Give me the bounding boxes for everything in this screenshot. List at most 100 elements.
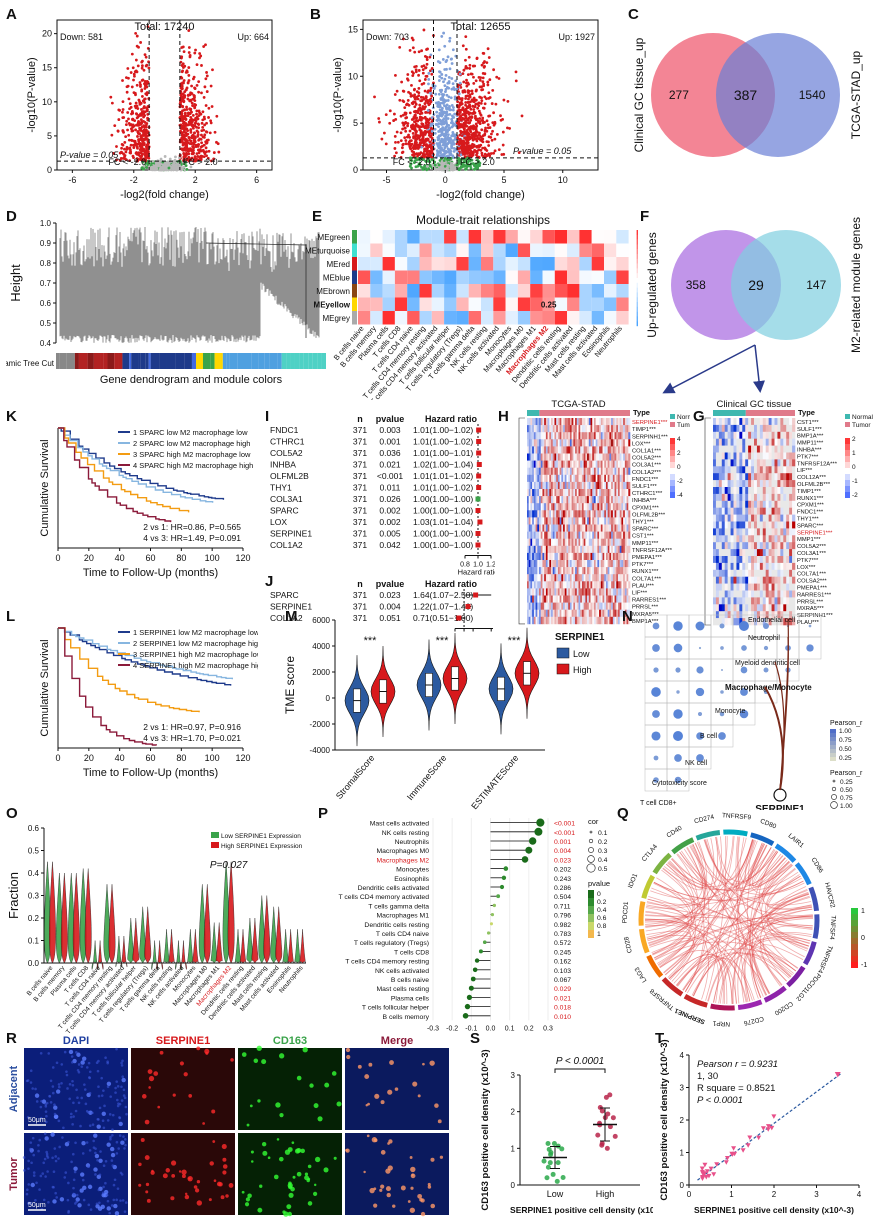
data-point — [445, 123, 449, 127]
data-point — [442, 98, 446, 102]
heatmap-cell — [540, 439, 543, 447]
data-point — [418, 158, 422, 162]
data-point — [142, 110, 146, 113]
heatmap-cell — [585, 517, 588, 525]
data-point — [487, 91, 491, 95]
data-point — [483, 72, 487, 76]
heatmap-cell — [559, 552, 562, 561]
heatmap-cell — [527, 481, 530, 490]
data-point — [483, 60, 486, 63]
heatmap-cell — [573, 531, 576, 539]
heatmap-cell — [597, 503, 600, 511]
data-point — [495, 75, 499, 79]
heatmap-cell — [605, 425, 608, 433]
heatmap-cell — [614, 439, 617, 447]
heatmap-cell — [566, 503, 569, 511]
data-point — [131, 66, 135, 70]
heatmap-cell — [576, 446, 579, 454]
data-point — [207, 106, 211, 110]
data-point — [189, 128, 193, 132]
heatmap-cell — [588, 524, 591, 532]
heatmap-cell — [600, 496, 603, 504]
y-tick-label: 10 — [42, 97, 52, 107]
data-point — [445, 93, 449, 97]
data-point — [470, 89, 474, 93]
heatmap-cell — [587, 460, 590, 468]
up-count: Up: 1927 — [558, 32, 595, 42]
heatmap-cell — [556, 467, 559, 476]
panel-label-b: B — [310, 6, 321, 23]
hr-marker — [475, 496, 481, 502]
heatmap-cell — [605, 538, 608, 547]
heatmap-cell — [597, 545, 600, 554]
heatmap-cell — [585, 460, 588, 468]
module-color-band — [229, 353, 238, 369]
data-point — [217, 150, 221, 154]
data-point — [474, 131, 477, 134]
data-point — [187, 66, 191, 69]
data-point — [127, 97, 131, 101]
heatmap-cell — [539, 560, 542, 568]
data-point — [430, 94, 434, 98]
data-point — [127, 138, 131, 142]
heatmap-cell — [517, 243, 531, 257]
heatmap-cell — [566, 538, 569, 547]
heatmap-cell — [595, 503, 598, 511]
heatmap-cell — [568, 574, 571, 582]
heatmap-cell — [554, 524, 557, 532]
heatmap-cell — [578, 425, 581, 433]
heatmap-cell — [587, 567, 590, 575]
heatmap-cell — [628, 453, 631, 461]
x-tick-label: 10 — [558, 175, 568, 185]
scale-segment — [636, 287, 638, 293]
data-point — [466, 91, 470, 94]
heatmap-cell — [431, 243, 445, 257]
data-point — [448, 126, 452, 130]
heatmap-cell — [547, 524, 550, 532]
heatmap-cell — [535, 446, 538, 454]
data-point — [466, 144, 469, 148]
data-point — [408, 164, 412, 168]
data-point — [194, 121, 197, 125]
heatmap-cell — [542, 284, 555, 298]
heatmap-cell — [585, 552, 588, 561]
data-point — [457, 92, 461, 96]
data-point — [163, 155, 167, 158]
data-point — [480, 128, 484, 132]
data-point — [469, 130, 473, 134]
heatmap-cell — [599, 418, 602, 426]
data-point — [134, 58, 138, 62]
heatmap-cell — [599, 524, 602, 532]
heatmap-cell — [609, 467, 612, 476]
heatmap-cell — [602, 418, 605, 426]
data-point — [481, 116, 485, 120]
data-point — [168, 157, 172, 161]
heatmap-cell — [535, 453, 538, 461]
data-point — [417, 152, 421, 155]
heatmap-cell — [528, 481, 531, 490]
data-point — [166, 160, 170, 164]
heatmap-cell — [609, 517, 612, 525]
data-point — [427, 71, 431, 75]
data-point — [409, 147, 413, 151]
heatmap-cell — [539, 531, 542, 539]
heatmap-title: TCGA-STAD — [551, 399, 605, 410]
heatmap-cell — [607, 545, 610, 554]
data-point — [446, 163, 450, 167]
data-point — [141, 78, 145, 82]
heatmap-cell — [605, 524, 608, 532]
heatmap-cell — [419, 284, 432, 298]
scale-segment — [636, 239, 638, 245]
data-point — [444, 60, 448, 64]
data-point — [422, 28, 426, 32]
data-point — [125, 119, 129, 123]
heatmap-cell — [552, 481, 555, 490]
data-point — [406, 77, 409, 81]
heatmap-cell — [533, 574, 536, 582]
heatmap-cell — [621, 439, 624, 447]
module-color-band — [78, 353, 88, 369]
scale-segment — [636, 316, 638, 322]
heatmap-cell — [552, 545, 555, 554]
data-point — [417, 107, 421, 111]
